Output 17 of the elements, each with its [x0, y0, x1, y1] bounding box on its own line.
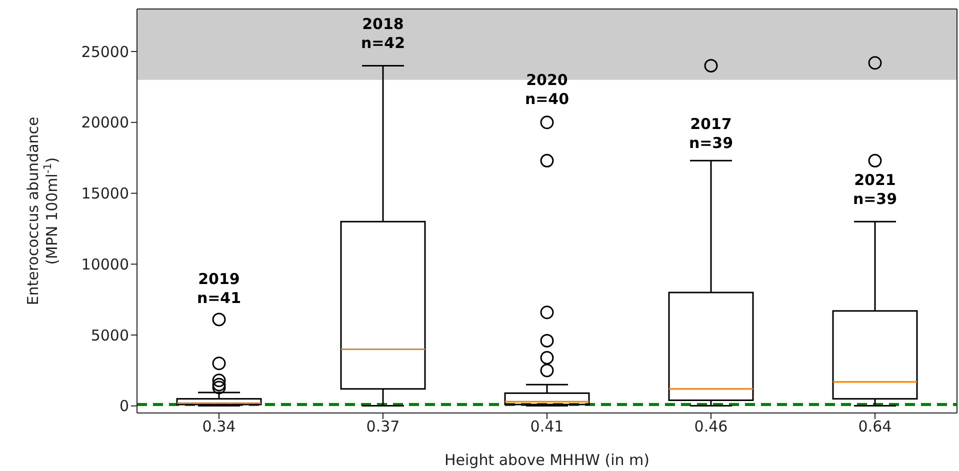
x-axis-title: Height above MHHW (in m) — [444, 451, 650, 469]
x-tick-label: 0.34 — [202, 418, 236, 436]
y-tick-label: 10000 — [81, 255, 129, 274]
annotation: 2019 n=41 — [196, 270, 242, 307]
y-tick-label: 25000 — [81, 42, 129, 61]
annotation: 2020 n=40 — [524, 71, 570, 108]
annotation: 2018 n=42 — [360, 15, 406, 52]
x-tick-label: 0.64 — [858, 418, 892, 436]
y-tick-label: 0 — [119, 397, 129, 416]
annotation: 2021 n=39 — [852, 171, 898, 208]
x-tick-label: 0.41 — [530, 418, 564, 436]
y-tick-label: 5000 — [90, 326, 129, 344]
x-tick-label: 0.37 — [366, 418, 400, 436]
y-tick-label: 20000 — [81, 114, 129, 132]
annotation: 2017 n=39 — [688, 115, 734, 152]
x-tick-label: 0.46 — [694, 418, 728, 436]
y-tick-label: 15000 — [81, 184, 129, 203]
